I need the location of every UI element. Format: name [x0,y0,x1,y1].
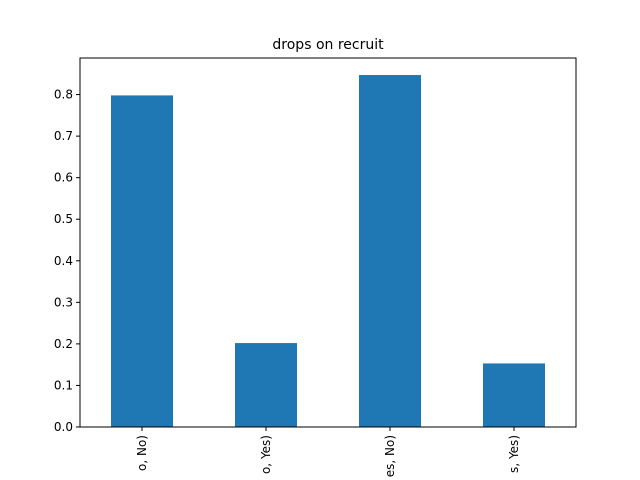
bar-1 [111,95,173,427]
y-tick-label-6: 0.5 [54,212,73,226]
y-tick-label-9: 0.8 [54,88,73,102]
x-tick-label-1: o, No) [135,435,149,471]
plot-frame [79,57,577,428]
x-axis: o, No) o, Yes) es, No) s, Yes) [135,427,521,477]
x-tick-label-2: o, Yes) [259,435,273,474]
bars-layer [111,75,545,427]
chart-title: drops on recruit [272,37,384,53]
x-tick-label-3: es, No) [383,435,397,477]
x-tick-label-4: s, Yes) [507,435,521,473]
y-tick-label-2: 0.1 [54,378,73,392]
y-tick-label-7: 0.6 [54,171,73,185]
y-tick-label-3: 0.2 [54,337,73,351]
bar-2 [235,343,297,427]
y-tick-label-4: 0.3 [54,295,73,309]
bar-4 [483,363,545,427]
bar-3 [359,75,421,427]
y-axis: 0.0 0.1 0.2 0.3 0.4 0.5 0.6 0.7 0.8 [54,88,80,434]
y-tick-label-5: 0.4 [54,254,73,268]
y-tick-label-1: 0.0 [54,420,73,434]
y-tick-label-8: 0.7 [54,129,73,143]
